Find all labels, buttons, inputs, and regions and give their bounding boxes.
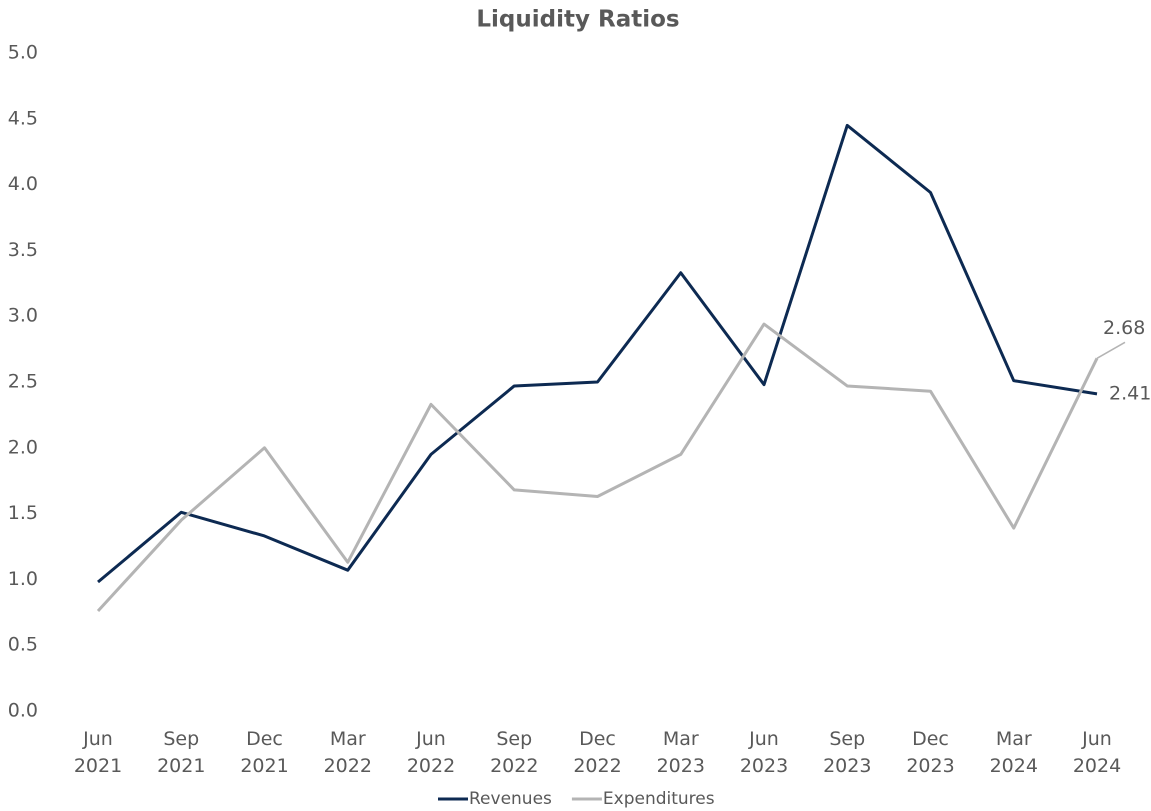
x-tick-label: Dec 2021 xyxy=(240,728,288,777)
y-tick-label: 2.0 xyxy=(8,436,38,458)
data-label: 2.68 xyxy=(1103,317,1145,339)
y-tick-label: 1.0 xyxy=(8,568,38,590)
x-tick-label: Dec 2023 xyxy=(906,728,954,777)
x-tick-label: Dec 2022 xyxy=(573,728,621,777)
x-tick-label: Jun 2023 xyxy=(740,728,788,777)
y-tick-label: 0.5 xyxy=(8,634,38,656)
series-line xyxy=(96,322,1099,612)
data-label: 2.41 xyxy=(1109,382,1151,404)
y-tick-label: 3.5 xyxy=(8,239,38,261)
x-tick-label: Jun 2024 xyxy=(1073,728,1121,777)
y-tick-label: 0.0 xyxy=(8,700,38,722)
chart-title: Liquidity Ratios xyxy=(476,7,679,33)
x-tick-label: Sep 2022 xyxy=(490,728,538,777)
y-tick-label: 4.0 xyxy=(8,173,38,195)
y-tick-label: 1.5 xyxy=(8,502,38,524)
x-tick-label: Sep 2021 xyxy=(157,728,205,777)
x-tick-label: Mar 2024 xyxy=(990,728,1038,777)
x-tick-label: Jun 2022 xyxy=(407,728,455,777)
y-tick-label: 4.5 xyxy=(8,107,38,129)
x-tick-label: Sep 2023 xyxy=(823,728,871,777)
y-tick-label: 3.0 xyxy=(8,305,38,327)
x-tick-label: Jun 2021 xyxy=(74,728,122,777)
y-tick-label: 5.0 xyxy=(8,42,38,64)
legend-label: Expenditures xyxy=(603,789,715,809)
series-line xyxy=(97,123,1098,584)
leader-line xyxy=(1096,341,1126,359)
x-tick-label: Mar 2023 xyxy=(657,728,705,777)
legend-label: Revenues xyxy=(469,789,552,809)
y-tick-label: 2.5 xyxy=(8,371,38,393)
x-tick-label: Mar 2022 xyxy=(324,728,372,777)
